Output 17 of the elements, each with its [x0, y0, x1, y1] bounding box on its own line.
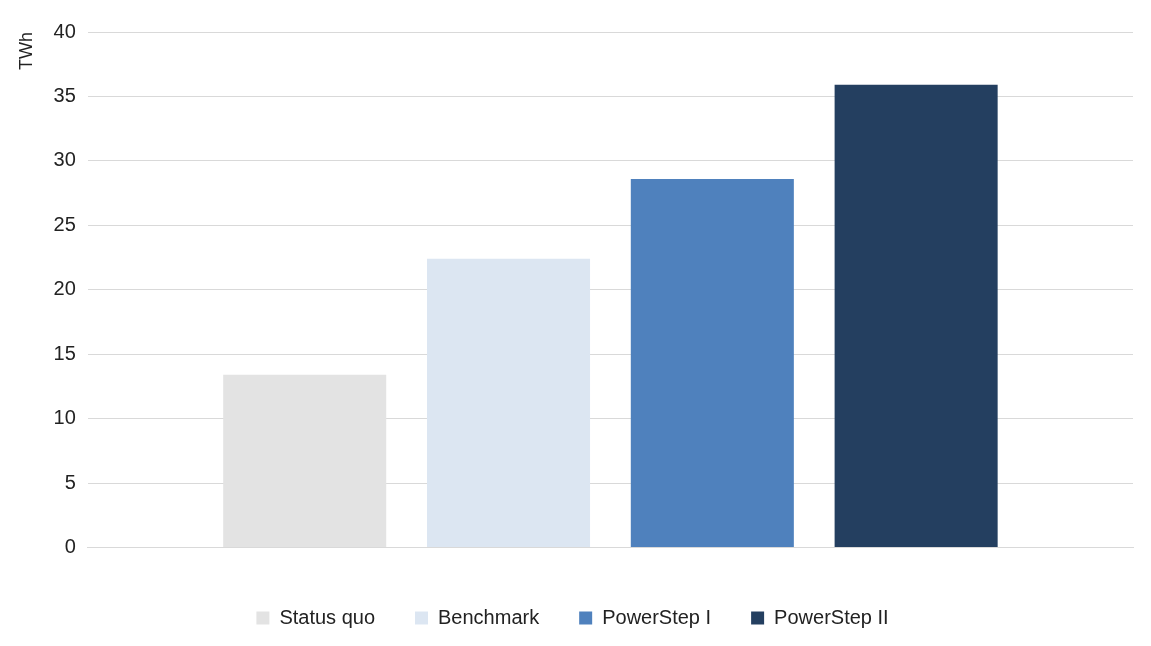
y-tick-label: 15 [53, 341, 76, 364]
y-tick-label: 25 [53, 212, 76, 235]
y-tick-label: 5 [64, 470, 76, 493]
bar [427, 258, 591, 548]
legend-label: Benchmark [438, 605, 541, 628]
y-axis-title: TWh [15, 32, 36, 70]
y-tick-label: 40 [53, 19, 76, 42]
legend-label: PowerStep II [774, 605, 889, 628]
y-tick-label: 30 [53, 148, 76, 171]
bar [834, 84, 998, 548]
legend-label: PowerStep I [602, 605, 712, 628]
y-tick-label: 10 [53, 406, 76, 429]
y-tick-label: 35 [53, 83, 76, 106]
legend-label: Status quo [279, 605, 376, 628]
bar [630, 178, 794, 548]
y-tick-label: 20 [53, 277, 76, 300]
y-tick-label: 0 [64, 535, 76, 558]
